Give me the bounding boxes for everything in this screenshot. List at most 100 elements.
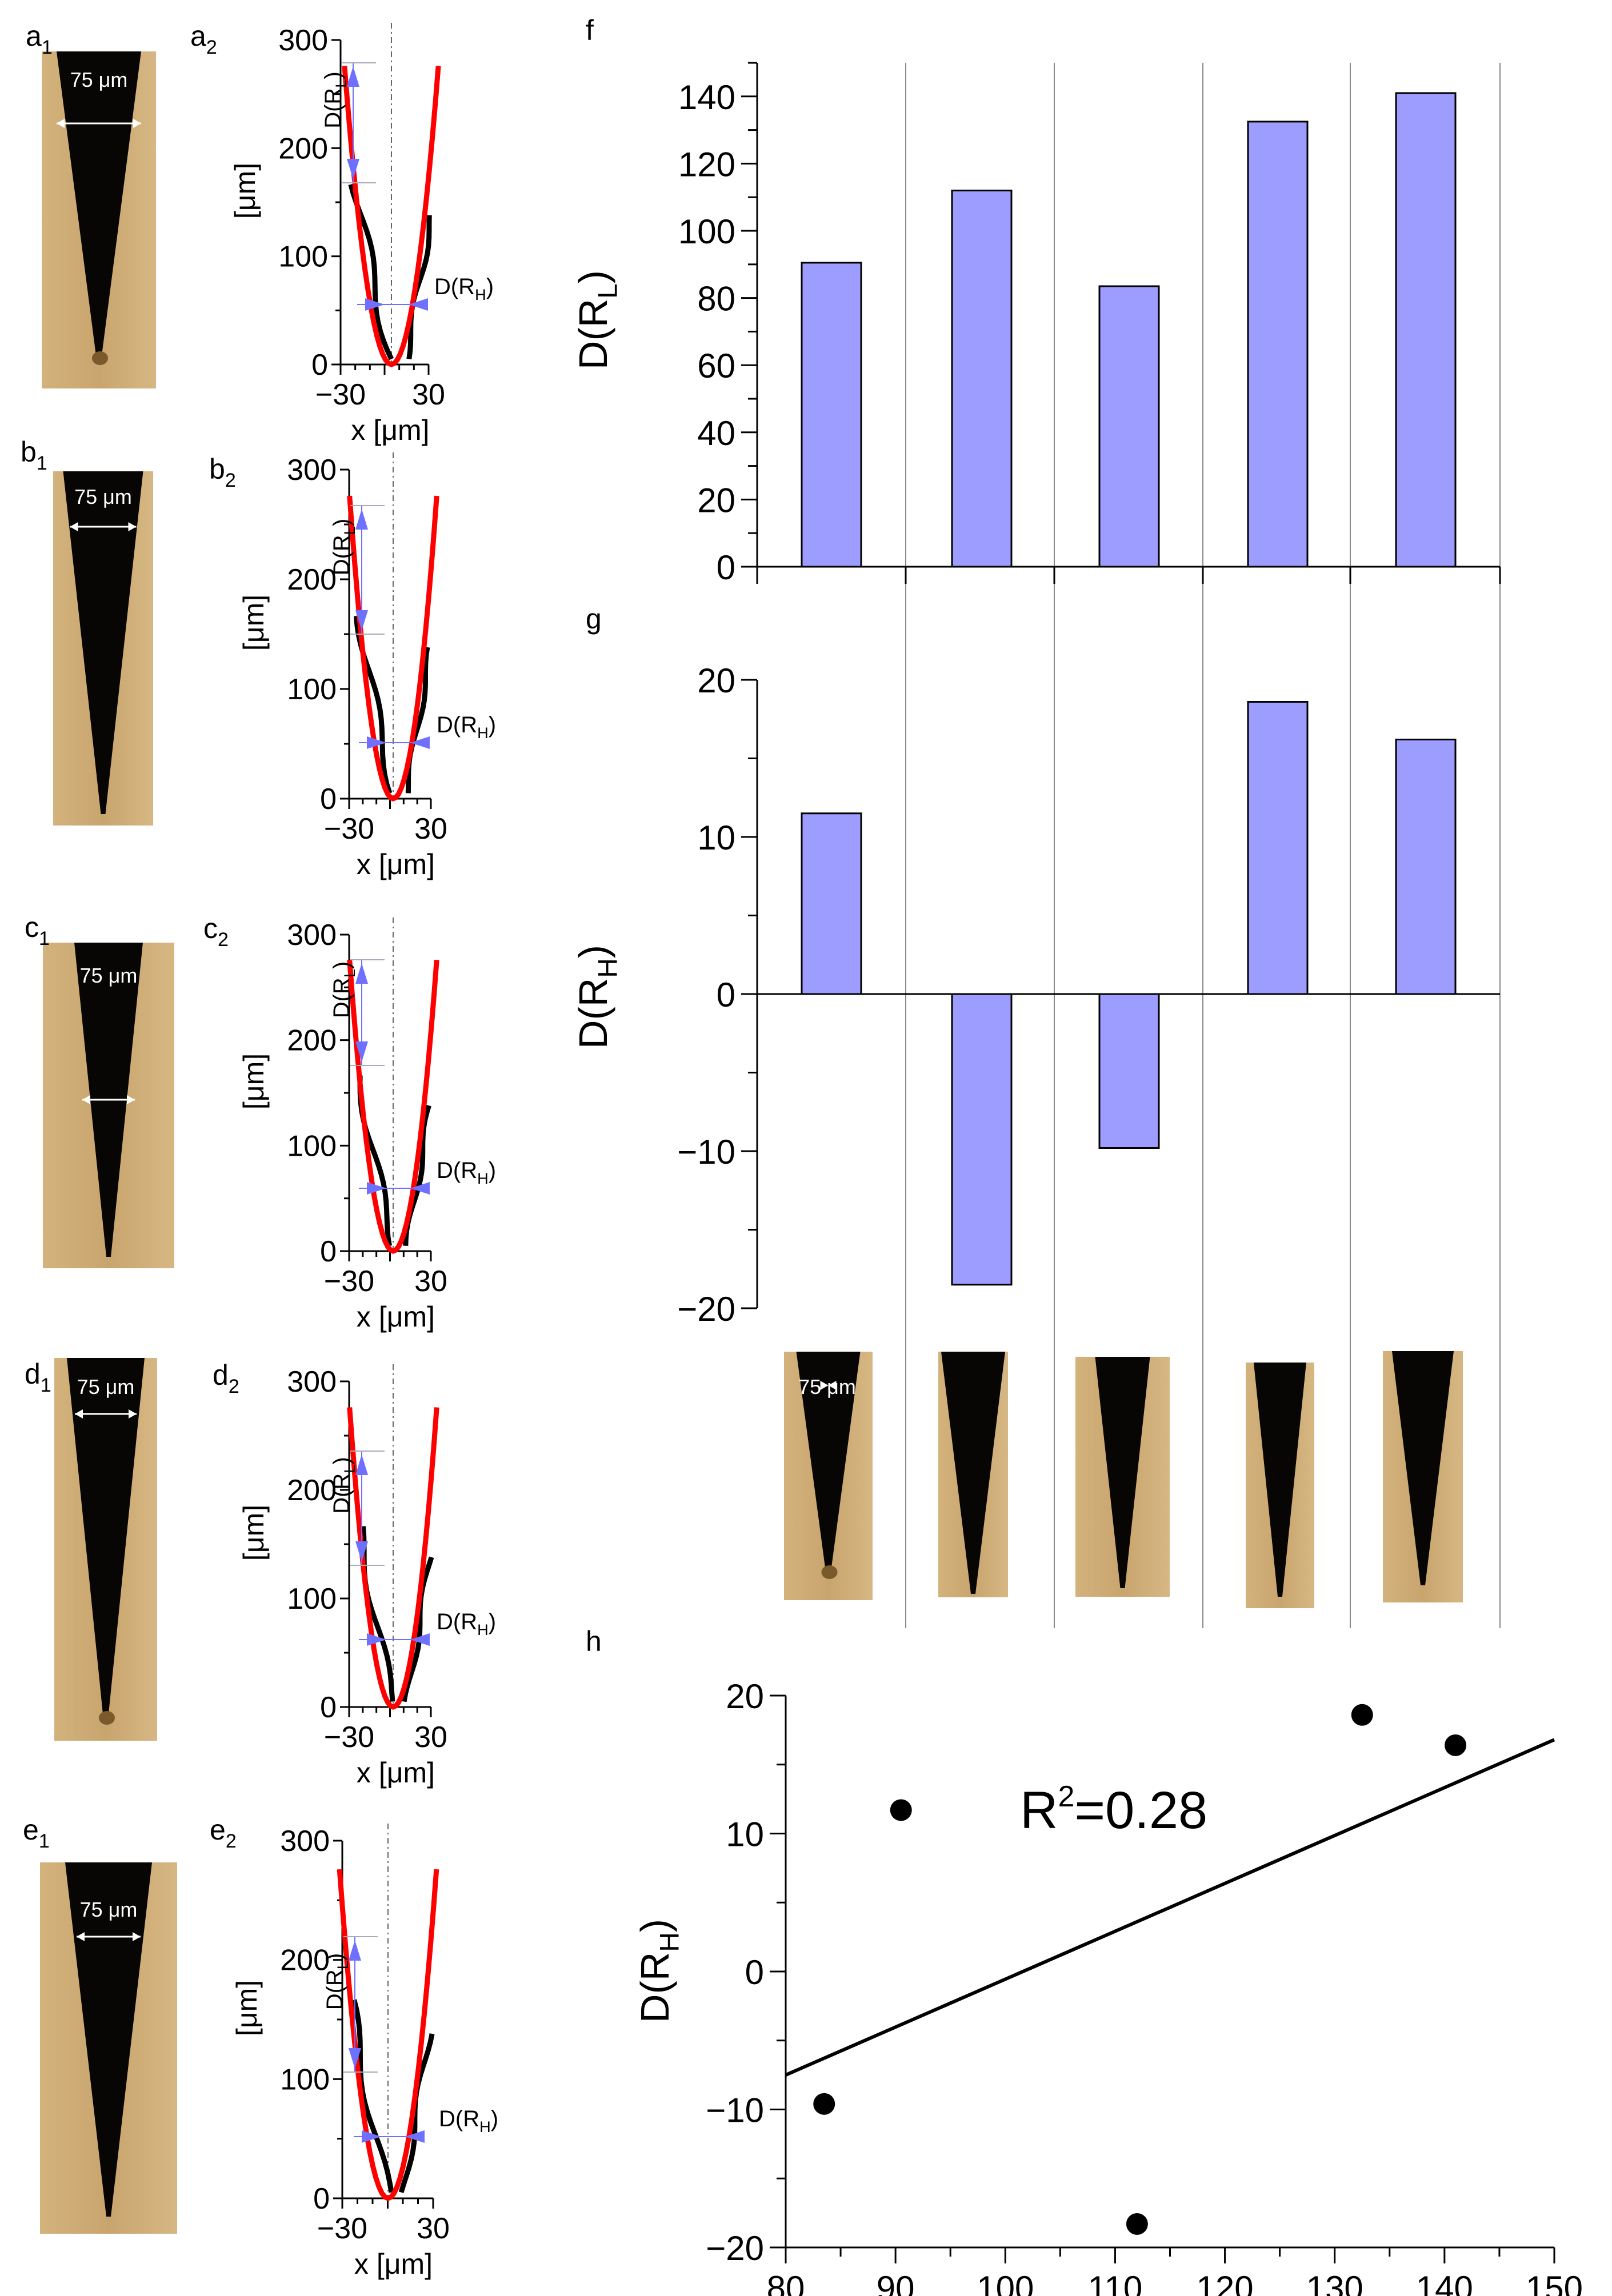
annotation-d-rl: D(RL) [329,1457,358,1514]
tip-photo-c1: 75 μm [43,943,174,1268]
scale-bar-arrows [70,522,137,531]
x-axis-label: x [μm] [357,1301,435,1333]
tip-photo-e1: 75 μm [40,1862,177,2234]
y-axis-label: [μm] [238,595,270,651]
chart-g: −20 −10 0 10 20 D(RH) [571,662,1500,1328]
g-bar-a [801,812,862,995]
y-tick-label: 0 [320,1691,337,1724]
tip-photo-b1: 75 μm [53,471,153,826]
rh-arrowheads [367,1182,430,1195]
tip-photo-f-d [1246,1363,1314,1608]
x-tick-label: −30 [317,2212,367,2245]
tip-photo-f-b [938,1352,1008,1597]
x-tick-label: 30 [417,2212,450,2245]
x-axis-label: x [μm] [351,414,429,446]
tip-shape [796,1352,861,1574]
f-y-tick-label: 140 [678,78,735,117]
h-y-tick-label: 0 [745,1953,764,1992]
x-tick-label: 30 [414,1721,447,1754]
rh-arrowheads [367,1633,430,1646]
x-axis-label: x [μm] [357,1757,435,1789]
y-axis-label: [μm] [229,163,261,219]
y-tick-label: 300 [287,454,337,487]
profile-right [398,2033,435,2193]
h-y-tick-label: 10 [726,1816,764,1854]
y-tick-label: 300 [280,1825,330,1858]
x-axis-label: x [μm] [357,848,435,880]
tip-shape [1392,1351,1454,1585]
profile-right [406,215,432,360]
y-axis-label: [μm] [231,1980,263,2036]
y-axis-label: [μm] [238,1505,270,1561]
profile-plot-a2: 0 100 200 300 −30 30x [μm] [μm] D(RL) D(RH) [229,23,494,446]
profile-plot-c2: 0 100 200 300 −30 30x [μm] [μm] D(RL) D(RH) [238,917,496,1333]
panel-label-d1: d1 [25,1358,51,1396]
g-y-tick-label: 20 [697,662,735,700]
y-tick-label: 100 [280,2063,330,2096]
scale-bar-label: 75 μm [70,68,128,91]
panel-label-a2: a2 [190,20,217,58]
tip-shape [67,1358,145,1720]
y-tick-label: 100 [278,241,328,274]
tip-shape [941,1352,1005,1594]
annotation-d-rl: D(RL) [329,519,358,576]
tip-photo-a1: 75 μm [42,51,156,388]
g-y-axis-label: D(RH) [571,945,623,1049]
h-point [890,1799,912,1821]
panel-label-e1: e1 [23,1814,50,1852]
panel-label-b1: b1 [21,436,47,474]
annotation-d-rh: D(RH) [437,1158,496,1187]
h-y-tick-label: −20 [706,2229,764,2267]
scale-bar-label: 75 μm [74,485,132,508]
x-tick-label: −30 [324,1265,374,1298]
g-bar-b [951,993,1013,1286]
panel-label-a1: a1 [26,20,53,58]
annotation-d-rh: D(RH) [437,712,496,742]
h-x-tick-label: 100 [977,2269,1034,2296]
h-r2-annotation: R2=0.28 [1020,1780,1207,1840]
f-y-tick-label: 0 [717,548,735,587]
chart-h: −20 −10 0 10 20 80 90 100 110 120 130 140 150 R2=0.28… [633,1677,1583,2296]
y-tick-label: 200 [287,563,337,596]
annotation-d-rh: D(RH) [439,2106,498,2135]
g-y-tick-label: 0 [717,976,735,1014]
scale-bar-label: 75 μm [798,1375,856,1399]
parabola-fit [347,495,439,802]
f-bar-e [1395,92,1457,568]
f-bar-d [1247,121,1309,568]
tip-shape [1095,1357,1150,1588]
h-point [1445,1734,1467,1756]
tip-photo-f-c [1075,1357,1170,1597]
h-x-tick-label: 130 [1306,2269,1363,2296]
annotation-d-rl: D(RL) [322,1953,351,2010]
panel-label-f: f [586,14,594,46]
scale-bar-label: 75 μm [80,1898,138,1921]
y-tick-label: 200 [280,1944,330,1977]
h-y-tick-label: 20 [726,1677,764,1716]
tip-photo-f-a: 75 μm [784,1352,873,1600]
g-y-tick-label: −20 [677,1290,735,1328]
h-fit-line [785,1738,1555,2077]
rh-arrowheads [367,736,430,749]
x-tick-label: 30 [412,378,445,411]
rl-arrowheads [355,963,368,1062]
rh-arrowheads [365,298,428,311]
h-y-axis-label: D(RH) [633,1919,685,2023]
f-y-tick-label: 40 [697,414,735,452]
h-y-tick-label: −10 [706,2091,764,2130]
panel-label-d2: d2 [213,1359,239,1397]
y-tick-label: 0 [311,348,328,382]
f-y-tick-label: 20 [697,481,735,519]
annotation-d-rh: D(RH) [434,274,494,303]
profile-plot-d2: 0 100 200 300 −30 30x [μm] [μm] D(RL) D(RH) [238,1364,496,1789]
f-y-tick-label: 60 [697,347,735,385]
parabola-fit [347,959,439,1254]
y-tick-label: 200 [287,1024,337,1057]
g-bar-d [1247,701,1309,995]
tip-apex-debris [99,1711,115,1725]
tip-shape [57,51,141,360]
panel-label-g: g [586,603,602,635]
x-tick-label: 30 [414,812,447,846]
tip-shape [65,1862,152,2217]
